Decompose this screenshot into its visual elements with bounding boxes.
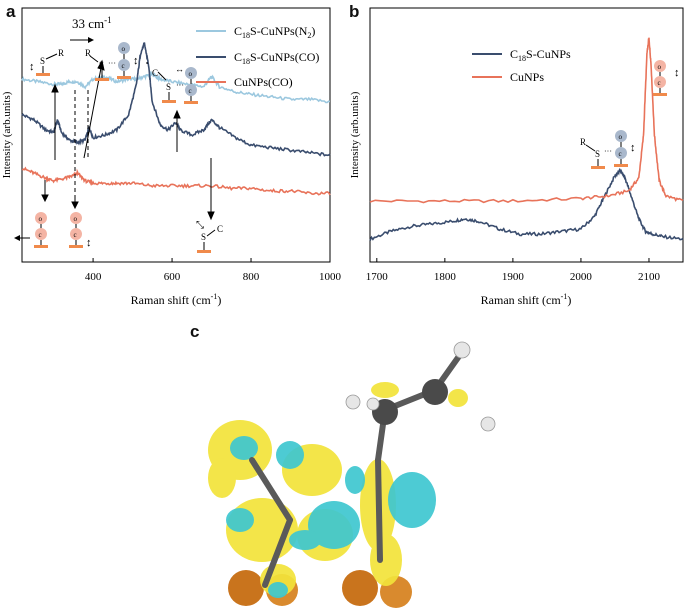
svg-text:o: o [74,215,78,223]
svg-text:o: o [658,63,662,71]
panel-a-x-tick-label-800: 800 [243,271,260,283]
panel-b-x-tick-label-2000: 2000 [570,271,593,283]
svg-text:o: o [39,215,43,223]
peak-arrows [41,59,215,221]
panel-a-x-ticks: 400 600 800 1000 [85,258,342,283]
svg-text:c: c [658,79,661,87]
svg-text:c: c [74,231,77,239]
panel-b-frame [369,7,684,263]
panel-c-orbital-render [208,341,496,608]
panel-a-x-tick-label-1000: 1000 [319,271,342,283]
svg-text:↕: ↕ [86,237,92,249]
panel-b-x-tick-label-1900: 1900 [502,271,525,283]
hydrogen-atoms [345,341,496,432]
panel-b-x-ticks: 1700 1800 1900 2000 2100 [366,258,661,283]
panel-b-label: b [349,2,360,21]
panel-a-series-line-0 [21,70,331,104]
svg-text:C: C [217,224,223,234]
svg-text:o: o [189,70,193,78]
cu-co-icon-b: o c ↕ [653,60,680,96]
panel-a-legend: C18S-CuNPs(N2) C18S-CuNPs(CO) CuNPs(CO) [196,24,319,89]
panel-b-x-tick-label-2100: 2100 [638,271,661,283]
panel-a-xlabel: Raman shift (cm-1) [131,292,222,307]
panel-a-x-tick-label-600: 600 [164,271,181,283]
thiolate-co-icon-b: R S ··· o c ↕ [580,130,636,169]
sc-bend-icon: S C ⤡ [196,220,223,253]
cu-co-icon-1: o c [14,212,48,248]
panel-b-xlabel: Raman shift (cm-1) [481,292,572,307]
legend-label-n2: C18S-CuNPs(N2) [234,24,315,40]
legend-label-c18s: C18S-CuNPs [510,47,571,63]
svg-text:⤡: ⤡ [196,220,204,231]
svg-text:R: R [85,48,91,58]
svg-text:↕: ↕ [630,142,636,154]
svg-text:c: c [122,62,125,70]
svg-text:↕: ↕ [674,67,680,79]
svg-text:C: C [152,68,158,78]
svg-text:S: S [595,149,600,159]
panel-a-series [21,42,331,196]
adsorbate-icons-b: R S ··· o c ↕ o c ↕ [580,60,680,169]
svg-text:c: c [619,150,622,158]
svg-text:S: S [99,60,104,70]
panel-a-x-tick-label-400: 400 [85,271,102,283]
panel-b-x-tick-label-1800: 1800 [434,271,457,283]
adsorbate-icons-a: S R ↕ R S ··· o c ↕ [14,42,223,253]
svg-text:↕: ↕ [133,55,139,67]
svg-text:o: o [619,133,623,141]
panel-b-x-tick-label-1700: 1700 [366,271,389,283]
thiolate-co-icon: R S ··· o c ↕ [85,42,139,81]
svg-text:S: S [201,232,206,242]
svg-text:R: R [58,48,64,58]
panel-a-label: a [6,2,16,21]
panel-b-legend: C18S-CuNPs CuNPs [472,47,571,84]
svg-text:R: R [580,137,586,147]
svg-text:···: ··· [176,81,184,90]
panel-a-series-line-2 [21,166,331,196]
svg-text:···: ··· [604,147,612,156]
cu-co-icon-2: o c ↕ [69,212,92,249]
panel-b-chart: 1700 1800 1900 2000 2100 Intensity (arb.unit… [349,7,684,307]
svg-text:S: S [40,56,45,66]
svg-text:c: c [189,87,192,95]
thiolate-icon-1: S R ↕ [29,48,64,76]
panel-a-series-line-1 [21,42,331,157]
svg-text:↕: ↕ [29,61,35,73]
legend-label-cunps-b: CuNPs [510,70,544,84]
svg-text:↔: ↔ [175,64,184,74]
panel-c-label: c [190,322,200,341]
panel-b-series [369,37,684,242]
svg-text:c: c [39,231,42,239]
sc-stretch-icon: C S ··· o c ↔ [152,64,198,104]
panel-a-ylabel: Intensity (arb.units) [1,91,13,178]
svg-text:o: o [122,45,126,53]
panel-b-series-line-0 [369,167,684,242]
legend-label-cunps: CuNPs(CO) [234,75,293,89]
panel-a-chart: 400 600 800 1000 Intensity (arb.units) Rama… [1,7,342,307]
panel-b-series-line-1 [369,37,684,204]
shift-arrowhead [88,37,94,43]
cyan-isosurfaces [226,436,436,598]
shift-annotation: 33 cm-1 [72,15,112,31]
panel-a-frame [21,7,331,263]
svg-text:···: ··· [108,59,116,68]
legend-label-co: C18S-CuNPs(CO) [234,50,319,66]
panel-b-ylabel: Intensity (arb.units) [349,91,361,178]
svg-text:S: S [166,82,171,92]
